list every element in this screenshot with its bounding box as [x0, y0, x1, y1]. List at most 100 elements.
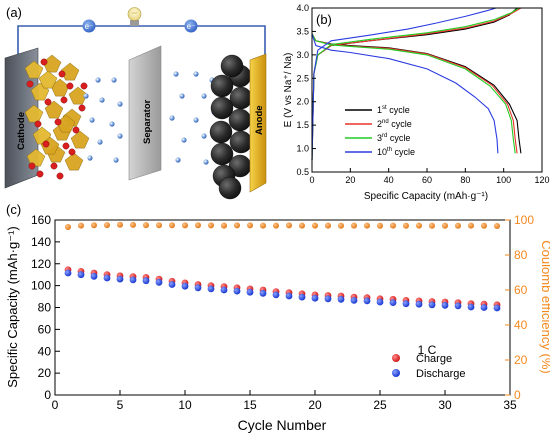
crystal-polyhedron: [24, 104, 44, 123]
sodium-ion: [99, 97, 105, 103]
x-tick-label: 40: [384, 175, 394, 185]
electron-marker-left: e⁻: [82, 19, 96, 33]
sodium-site: [28, 162, 36, 170]
discharge-point: [116, 275, 124, 283]
y-tick-label: 160: [31, 213, 51, 227]
panel-c-right-axis-title: Coulomb efficiency (%): [539, 240, 550, 373]
y-tick-label: 2.5: [296, 73, 309, 83]
sodium-site: [58, 70, 66, 78]
sodium-ion: [193, 117, 199, 123]
sodium-site: [66, 82, 74, 90]
panel-b-legend: 1st cycle 2nd cycle 3rd cycle 10th cycle: [345, 105, 415, 157]
carbon-sphere: [210, 96, 234, 120]
sodium-ion: [97, 139, 103, 145]
light-bulb-icon: [127, 7, 142, 26]
series-10-discharge-curve: [311, 33, 499, 154]
crystal-polyhedron: [64, 152, 84, 171]
y-tick-label: 120: [31, 257, 51, 271]
x-tick-label: 25: [373, 398, 387, 412]
sodium-ion: [113, 157, 119, 163]
x-tick-label: 35: [503, 398, 517, 412]
cycling-data-points: [64, 221, 501, 312]
carbon-sphere: [220, 54, 244, 78]
coulomb-point: [221, 222, 227, 229]
legend-entry: 10th cycle: [377, 147, 415, 157]
discharge-point: [220, 286, 228, 294]
x-tick-label: 80: [460, 175, 470, 185]
legend-marker: [392, 354, 400, 362]
discharge-point: [324, 295, 332, 303]
panel-c-label: (c): [6, 202, 21, 217]
sodium-ion: [193, 71, 199, 77]
coulomb-point: [481, 222, 487, 229]
coulomb-point: [234, 222, 240, 229]
sodium-site: [72, 126, 80, 134]
coulomb-point: [390, 222, 396, 229]
coulomb-point: [351, 222, 357, 229]
coulomb-point: [65, 224, 71, 230]
sodium-ion: [117, 133, 123, 139]
x-tick-label: 0: [309, 175, 314, 185]
cathode-crystal-structure: [24, 54, 90, 180]
sodium-site: [40, 58, 48, 66]
coulomb-point: [130, 221, 136, 228]
discharge-point: [64, 269, 72, 277]
y-tick-label: 1.0: [296, 144, 309, 154]
coulomb-point: [377, 222, 383, 229]
carbon-sphere: [210, 74, 234, 98]
panel-c-legend: Charge Discharge: [392, 353, 466, 380]
carbon-sphere: [228, 108, 252, 132]
right-y-tick-label: 80: [514, 248, 528, 262]
anode-label: Anode: [254, 105, 265, 135]
right-y-tick-label: 60: [514, 283, 528, 297]
sodium-ion: [175, 157, 181, 163]
y-tick-label: 0: [44, 388, 51, 402]
sodium-site: [36, 170, 44, 178]
discharge-point: [285, 292, 293, 300]
x-tick-label: 15: [243, 398, 257, 412]
electron-label: e⁻: [85, 22, 94, 31]
discharge-point: [441, 301, 449, 309]
sodium-ion: [179, 93, 185, 99]
electron-label: e⁻: [187, 22, 196, 31]
carbon-sphere: [229, 130, 253, 154]
cathode-label: Cathode: [16, 112, 27, 150]
coulomb-point: [416, 222, 422, 229]
panel-b-label: (b): [316, 12, 332, 27]
coulomb-point: [78, 222, 84, 229]
x-tick-label: 5: [117, 398, 124, 412]
separator-label: Separator: [142, 99, 153, 144]
discharge-point: [77, 271, 85, 279]
sodium-ion: [201, 133, 207, 139]
discharge-point: [142, 277, 150, 285]
separator-membrane: Separator: [128, 45, 162, 181]
legend-entry: Charge: [416, 353, 452, 365]
y-tick-label: 40: [38, 344, 52, 358]
coulomb-point: [455, 222, 461, 229]
discharge-point: [298, 293, 306, 301]
crystal-polyhedron: [70, 130, 90, 149]
rate-annotation: 1 C: [418, 343, 437, 357]
crystal-polyhedron: [26, 148, 46, 167]
sodium-site: [60, 96, 68, 104]
x-tick-label: 20: [308, 398, 322, 412]
discharge-point: [246, 288, 254, 296]
series-10-charge-curve: [311, 7, 497, 161]
coulomb-point: [117, 221, 123, 228]
sodium-site: [78, 104, 86, 112]
coulomb-point: [468, 222, 474, 229]
legend-entry: 3rd cycle: [377, 133, 410, 143]
series-3-discharge-curve: [311, 33, 516, 154]
panel-b-y-axis-title: E (V vs Na⁺/ Na): [283, 53, 294, 128]
sodium-ion: [181, 137, 187, 143]
crystal-polyhedron: [44, 100, 64, 119]
legend-entry: Discharge: [416, 368, 466, 380]
coulomb-point: [156, 222, 162, 229]
sodium-site: [62, 142, 70, 150]
panel-c-chart: (c) 0 5 10 15 20 25 30 350204060801001201401600…: [5, 202, 550, 433]
coulomb-point: [494, 223, 500, 229]
anode-carbon-spheres: [209, 54, 253, 200]
discharge-point: [90, 272, 98, 280]
discharge-point: [103, 274, 111, 282]
x-tick-label: 100: [496, 175, 511, 185]
